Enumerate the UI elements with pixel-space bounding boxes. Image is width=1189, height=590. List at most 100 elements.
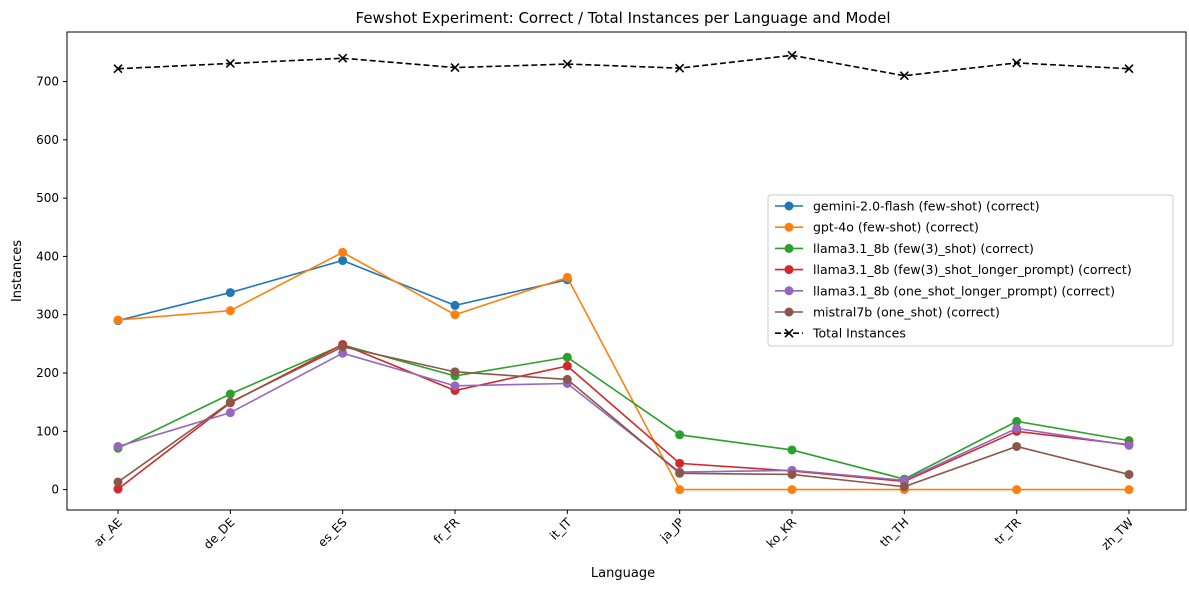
y-tick-label: 700 [36, 75, 59, 89]
data-point [113, 484, 123, 494]
data-point [225, 288, 235, 298]
data-point [787, 469, 797, 479]
data-point [675, 468, 685, 478]
legend-item: gpt-4o (few-shot) (correct) [775, 220, 979, 235]
x-tick-label: tr_TR [992, 515, 1024, 547]
data-point [1012, 441, 1022, 451]
y-tick-label: 400 [36, 249, 59, 263]
legend-label: llama3.1_8b (few(3)_shot) (correct) [813, 241, 1034, 256]
data-point [450, 367, 460, 377]
x-tick-label: fr_FR [431, 515, 462, 546]
data-point [113, 477, 123, 487]
y-tick-label: 0 [51, 483, 59, 497]
data-point [450, 381, 460, 391]
data-point [562, 272, 572, 282]
data-point [338, 348, 348, 358]
data-point [675, 430, 685, 440]
data-point [113, 441, 123, 451]
legend-label: llama3.1_8b (one_shot_longer_prompt) (co… [813, 283, 1115, 298]
legend-item: llama3.1_8b (one_shot_longer_prompt) (co… [775, 283, 1115, 298]
data-point [787, 445, 797, 455]
data-point [562, 361, 572, 371]
data-point [338, 247, 348, 257]
data-point [113, 64, 123, 74]
x-tick-label: ja_JP [657, 515, 687, 545]
x-tick-label: de_DE [201, 515, 238, 552]
data-point [899, 482, 909, 492]
data-point [450, 300, 460, 310]
x-tick-label: ko_KR [764, 515, 799, 550]
y-axis: 0 100 200 300 400 500 600 700 [36, 75, 67, 497]
plot-frame [66, 31, 1187, 511]
data-point [450, 62, 460, 73]
series-6 [113, 50, 1134, 81]
legend-item: gemini-2.0-flash (few-shot) (correct) [775, 199, 1040, 214]
data-point [899, 71, 909, 81]
legend-item: Total Instances [775, 326, 906, 341]
data-point [562, 59, 572, 69]
legend-label: Total Instances [812, 326, 906, 341]
data-point [338, 53, 348, 63]
data-point [1012, 416, 1022, 426]
x-tick-label: zh_TW [1099, 515, 1137, 553]
data-point [1012, 485, 1022, 495]
legend-label: llama3.1_8b (few(3)_shot_longer_prompt) … [813, 262, 1132, 277]
series-line [117, 251, 1129, 491]
series-line [117, 343, 1130, 490]
legend-label: gpt-4o (few-shot) (correct) [813, 220, 979, 235]
x-axis-label: Language [591, 566, 655, 581]
legend-item: llama3.1_8b (few(3)_shot) (correct) [775, 241, 1034, 256]
y-tick-label: 300 [36, 308, 59, 322]
legend: gemini-2.0-flash (few-shot) (correct) gpt… [767, 194, 1174, 347]
series-3 [113, 339, 1134, 494]
legend-item: mistral7b (one_shot) (correct) [775, 305, 1000, 320]
data-point [675, 485, 685, 495]
data-point [225, 397, 235, 407]
data-point [450, 310, 460, 320]
legend-item: llama3.1_8b (few(3)_shot_longer_prompt) … [775, 262, 1132, 277]
series-line [117, 54, 1130, 77]
series-4 [113, 348, 1134, 485]
data-point [1012, 58, 1022, 68]
x-tick-label: it_IT [547, 515, 575, 543]
x-tick-label: ar_AE [91, 515, 125, 549]
data-point [113, 315, 123, 325]
series-2 [113, 340, 1134, 484]
series-line [117, 352, 1130, 482]
legend-label: mistral7b (one_shot) (correct) [813, 305, 1000, 320]
data-point [562, 352, 572, 362]
data-point [225, 408, 235, 418]
y-tick-label: 100 [36, 424, 59, 438]
plot-area [113, 50, 1134, 495]
legend-label: gemini-2.0-flash (few-shot) (correct) [813, 199, 1040, 214]
data-point [562, 374, 572, 384]
data-point [1124, 485, 1134, 495]
x-tick-label: th_TH [877, 515, 911, 549]
data-point [225, 389, 235, 399]
x-axis: ar_AE de_DE es_ES fr_FR it_IT ja_JP ko_KR th_TH… [91, 510, 1136, 553]
data-point [1124, 469, 1134, 479]
y-tick-label: 600 [36, 133, 59, 147]
data-point [787, 50, 797, 60]
data-point [225, 58, 235, 69]
y-axis-label: Instances [10, 240, 25, 302]
data-point [675, 63, 685, 73]
data-point [675, 458, 685, 468]
data-point [338, 342, 348, 352]
series-5 [113, 342, 1134, 492]
y-tick-label: 200 [36, 366, 59, 380]
series-line [117, 259, 568, 322]
data-point [787, 485, 797, 495]
data-point [338, 256, 348, 266]
data-point [1012, 423, 1022, 433]
legend-box [767, 194, 1174, 347]
series-line [117, 345, 1130, 488]
x-tick-label: es_ES [315, 515, 350, 550]
series-line [117, 344, 1130, 480]
data-point [1124, 64, 1134, 74]
data-point [225, 306, 235, 316]
data-point [1124, 440, 1134, 450]
chart-title: Fewshot Experiment: Correct / Total Inst… [356, 9, 891, 27]
data-point [899, 475, 909, 485]
